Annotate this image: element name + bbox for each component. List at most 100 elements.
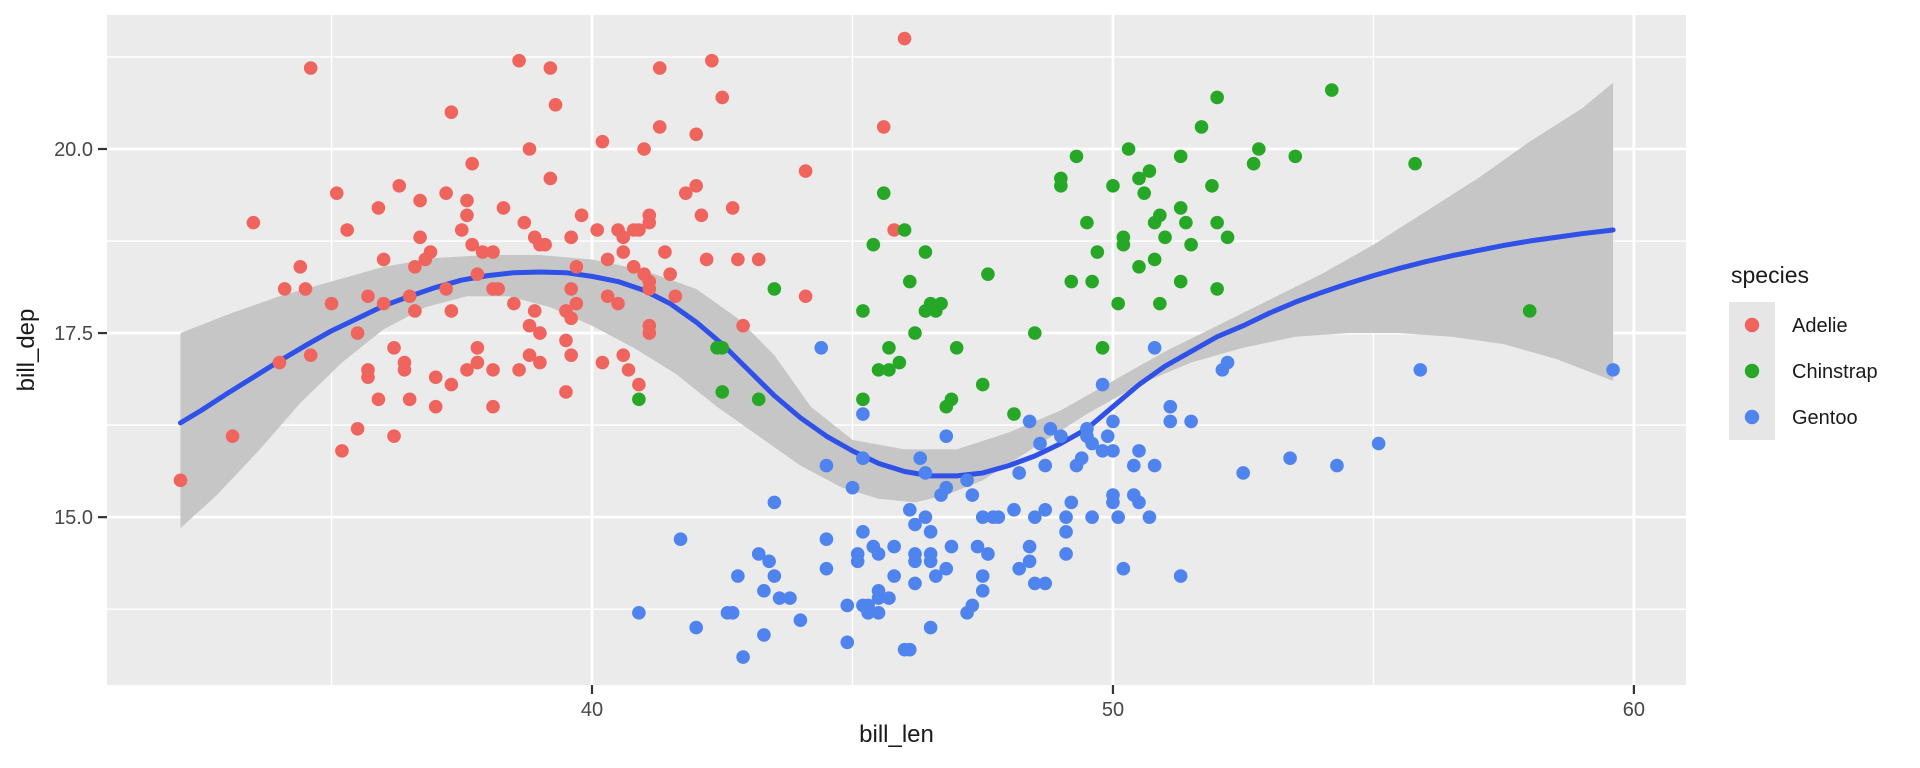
data-point-adelie — [413, 230, 427, 245]
data-point-adelie — [652, 120, 667, 134]
data-point-chinstrap — [1121, 142, 1136, 156]
data-point-chinstrap — [1246, 156, 1261, 171]
data-point-gentoo — [1022, 539, 1037, 554]
data-point-chinstrap — [1252, 142, 1266, 156]
data-point-adelie — [569, 296, 584, 311]
data-point-adelie — [736, 318, 750, 333]
data-point-adelie — [470, 267, 485, 281]
data-point-chinstrap — [1147, 252, 1162, 267]
data-point-adelie — [600, 252, 615, 267]
data-point-gentoo — [975, 583, 990, 598]
data-point-chinstrap — [1210, 90, 1224, 105]
data-point-adelie — [725, 201, 740, 215]
data-point-adelie — [397, 355, 412, 370]
data-point-gentoo — [1038, 458, 1053, 473]
data-point-adelie — [444, 304, 459, 318]
data-point-gentoo — [1028, 576, 1042, 591]
data-point-chinstrap — [892, 355, 907, 370]
data-point-chinstrap — [866, 237, 881, 252]
data-point-gentoo — [965, 488, 980, 502]
data-point-adelie — [595, 134, 610, 149]
data-point-adelie — [439, 282, 453, 296]
data-point-gentoo — [757, 628, 771, 642]
data-point-chinstrap — [908, 326, 922, 340]
data-point-gentoo — [819, 561, 834, 576]
data-point-gentoo — [1059, 547, 1073, 561]
data-point-gentoo — [819, 532, 834, 547]
data-point-adelie — [533, 326, 547, 340]
data-point-gentoo — [1106, 444, 1120, 458]
data-point-chinstrap — [1147, 215, 1162, 230]
data-point-gentoo — [767, 569, 782, 583]
data-point-adelie — [652, 61, 667, 75]
data-point-adelie — [460, 193, 474, 208]
data-point-gentoo — [1033, 436, 1047, 451]
legend-entry-adelie: Adelie — [1729, 302, 1848, 348]
data-point-adelie — [637, 142, 651, 156]
data-point-chinstrap — [939, 399, 954, 414]
data-point-chinstrap — [1090, 245, 1105, 259]
data-point-gentoo — [819, 458, 834, 473]
data-point-adelie — [626, 223, 641, 237]
data-point-chinstrap — [1142, 164, 1157, 178]
data-point-adelie — [616, 245, 631, 259]
data-point-gentoo — [975, 510, 990, 524]
data-point-gentoo — [1236, 466, 1250, 480]
series-chinstrap — [632, 83, 1537, 421]
data-point-chinstrap — [871, 363, 886, 377]
data-point-adelie — [428, 370, 443, 385]
data-point-adelie — [387, 429, 401, 443]
data-point-chinstrap — [1522, 304, 1537, 318]
data-point-adelie — [642, 282, 657, 296]
y-axis-title: bill_dep — [13, 309, 40, 392]
data-point-adelie — [621, 363, 636, 377]
data-point-gentoo — [882, 591, 896, 605]
data-point-chinstrap — [1173, 201, 1188, 215]
data-point-adelie — [392, 179, 407, 193]
data-point-adelie — [632, 377, 646, 392]
data-point-gentoo — [850, 554, 865, 569]
data-point-gentoo — [939, 480, 954, 495]
data-point-gentoo — [1413, 363, 1428, 377]
data-point-chinstrap — [897, 223, 912, 237]
data-point-adelie — [413, 193, 427, 208]
data-point-chinstrap — [1173, 274, 1188, 289]
data-point-gentoo — [1038, 576, 1053, 591]
data-point-adelie — [246, 215, 261, 230]
data-point-chinstrap — [1132, 171, 1146, 186]
data-point-gentoo — [1012, 561, 1026, 576]
data-point-adelie — [564, 282, 578, 296]
data-point-adelie — [559, 333, 573, 348]
data-point-gentoo — [908, 554, 922, 569]
legend-entry-chinstrap: Chinstrap — [1729, 348, 1878, 394]
data-point-adelie — [361, 363, 375, 377]
data-point-chinstrap — [767, 282, 782, 296]
data-point-adelie — [887, 223, 901, 237]
data-point-adelie — [340, 223, 354, 237]
data-point-adelie — [543, 171, 558, 186]
data-point-gentoo — [939, 561, 954, 576]
data-point-gentoo — [1173, 569, 1188, 583]
data-point-adelie — [715, 90, 730, 105]
legend-entry-label: Gentoo — [1792, 407, 1858, 429]
data-point-gentoo — [929, 569, 943, 583]
data-point-chinstrap — [1085, 274, 1099, 289]
data-point-chinstrap — [1210, 215, 1224, 230]
data-point-adelie — [564, 348, 578, 362]
data-point-chinstrap — [751, 392, 766, 407]
data-point-chinstrap — [1054, 171, 1068, 186]
data-point-gentoo — [1106, 488, 1120, 502]
data-point-chinstrap — [1028, 326, 1042, 340]
data-point-chinstrap — [1007, 407, 1021, 421]
data-point-gentoo — [960, 473, 974, 488]
data-point-adelie — [376, 296, 391, 311]
data-point-adelie — [293, 260, 308, 274]
data-point-adelie — [642, 326, 657, 340]
data-point-chinstrap — [1324, 83, 1339, 97]
data-point-chinstrap — [715, 340, 730, 355]
data-point-gentoo — [1111, 510, 1125, 524]
data-point-gentoo — [1283, 451, 1297, 466]
data-point-chinstrap — [949, 340, 964, 355]
legend-key-dot-chinstrap — [1744, 363, 1760, 379]
data-point-gentoo — [1126, 458, 1141, 473]
